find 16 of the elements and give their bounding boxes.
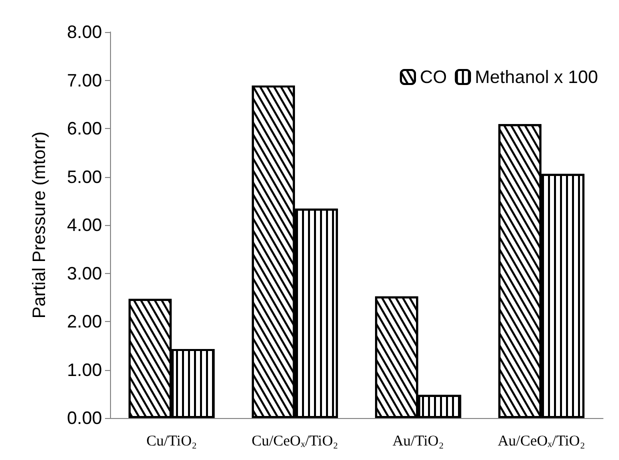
y-tick-label: 2.00: [66, 312, 102, 332]
y-tick-label: 7.00: [66, 70, 102, 90]
x-tick-label: Au/TiO₂: [392, 434, 444, 450]
x-tick-label: Au/CeOₓ/TiO₂: [498, 434, 586, 450]
y-tick-label: 0.00: [66, 408, 102, 428]
y-tick-label: 6.00: [66, 118, 102, 138]
y-tick-label: 3.00: [66, 263, 102, 284]
legend-label: Methanol x 100: [474, 67, 598, 87]
y-tick-label: 5.00: [66, 166, 102, 187]
y-tick-label: 8.00: [66, 22, 102, 42]
y-tick-label: 1.00: [66, 360, 102, 380]
y-tick-label: 4.00: [66, 215, 102, 235]
y-axis-title: Partial Pressure (mtorr): [29, 131, 49, 319]
legend-label: CO: [420, 67, 447, 87]
x-tick-label: Cu/TiO₂: [146, 434, 197, 450]
x-tick-label: Cu/CeOₓ/TiO₂: [252, 434, 338, 450]
